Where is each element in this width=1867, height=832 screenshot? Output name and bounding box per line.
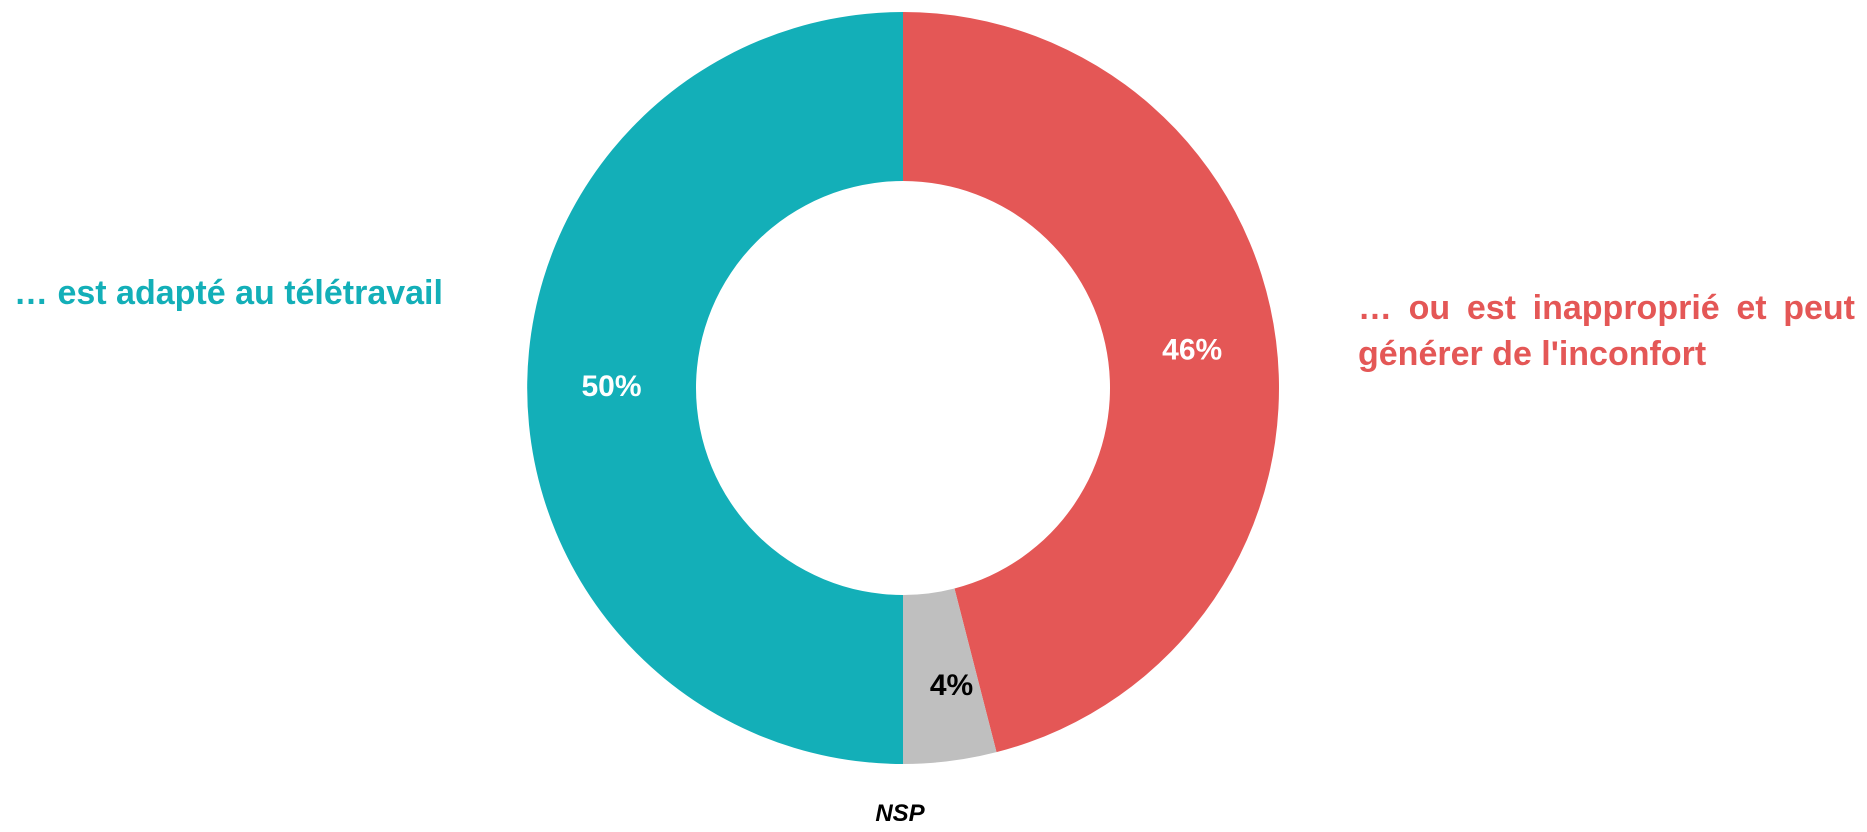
slice-value-label-0: 46% [1162, 333, 1222, 366]
label-adapte: … est adapté au télétravail [14, 274, 443, 312]
slice-value-label-1: 4% [930, 669, 973, 702]
donut-slice-2 [527, 12, 903, 764]
label-inapproprie: … ou est inapproprié et peut générer de … [1358, 289, 1855, 373]
donut-slice-0 [903, 12, 1279, 753]
label-nsp: NSP [875, 800, 925, 827]
donut-slice-1 [903, 588, 997, 764]
slice-value-label-2: 50% [581, 370, 641, 403]
